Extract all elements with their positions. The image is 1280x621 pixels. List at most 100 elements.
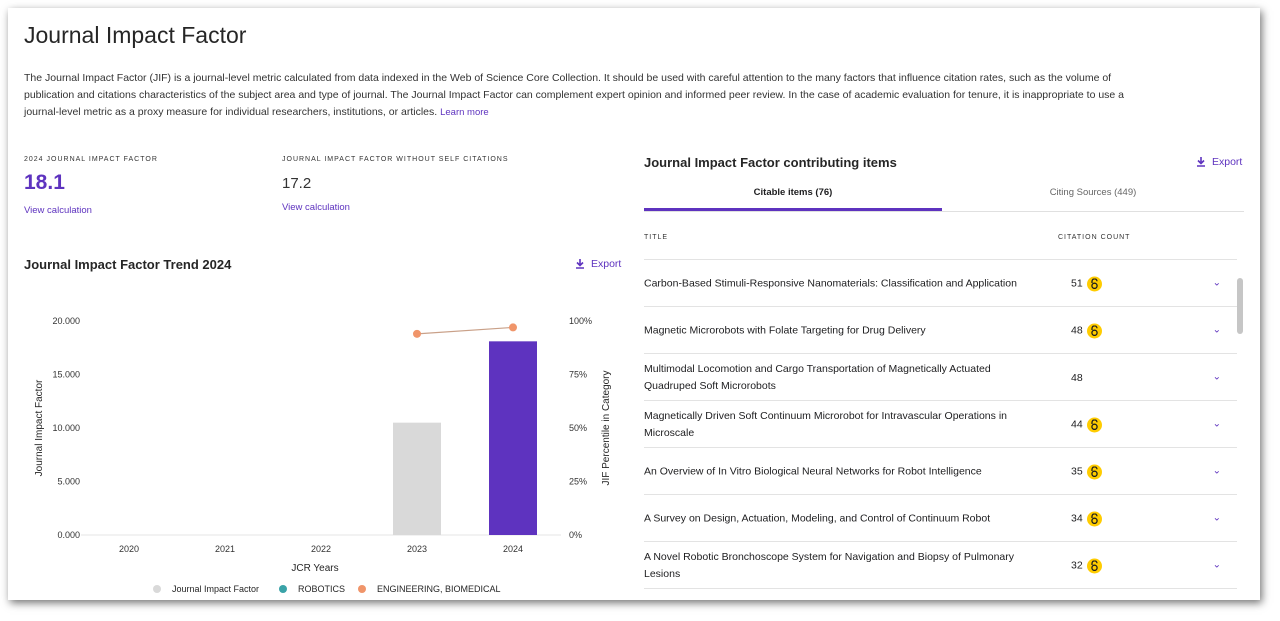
table-row[interactable]: Biohybrid Micro- and Nanorobots for Inte… [644,588,1237,600]
jif-noself-kpi: JOURNAL IMPACT FACTOR WITHOUT SELF CITAT… [282,156,509,213]
chevron-down-icon[interactable]: ⌄ [1212,417,1221,429]
legend-label: ROBOTICS [298,584,345,594]
y2-tick-label: 100% [569,316,592,326]
jif-noself-view-calculation-link[interactable]: View calculation [282,202,350,213]
y2-tick-label: 75% [569,370,587,380]
item-title[interactable]: A Survey on Design, Actuation, Modeling,… [644,512,991,524]
contrib-export-button[interactable]: Export [1196,156,1242,168]
item-title[interactable]: A Novel Robotic Bronchoscope System for … [644,550,1015,580]
y-tick-label: 10.000 [52,423,80,433]
jif-trend-chart: 20.000 15.000 10.000 5.000 0.000 100% 75% 50% 25… [34,316,612,594]
open-access-icon [1086,417,1102,432]
legend-swatch [153,585,161,593]
citation-count-value: 51 [1071,277,1083,290]
item-title[interactable]: Magnetically Driven Soft Continuum Micro… [644,409,1007,439]
y-tick-label: 0.000 [57,530,80,540]
x-tick-label: 2022 [311,544,331,554]
intro-text: The Journal Impact Factor (JIF) is a jou… [24,72,1125,118]
engineering-biomedical-point [509,323,517,332]
x-axis-label: JCR Years [291,563,338,574]
y2-tick-label: 25% [569,477,587,487]
x-tick-label: 2021 [215,544,235,554]
col-head-citation-count: CITATION COUNT [1058,234,1131,241]
jif-bar [489,341,537,535]
citation-count-value: 48 [1071,324,1083,337]
trend-export-label: Export [591,258,622,270]
x-tick-label: 2023 [407,544,427,554]
chevron-down-icon[interactable]: ⌄ [1212,370,1221,382]
jif-value: 18.1 [24,171,65,194]
page-title: Journal Impact Factor [24,22,247,48]
chevron-down-icon[interactable]: ⌄ [1212,323,1221,335]
legend-label: ENGINEERING, BIOMEDICAL [377,584,501,594]
table-row[interactable]: A Survey on Design, Actuation, Modeling,… [644,494,1237,542]
jif-noself-value: 17.2 [282,175,312,192]
legend-swatch [279,585,287,593]
x-tick-label: 2020 [119,544,139,554]
y-tick-label: 5.000 [57,477,80,487]
x-tick-label: 2024 [503,544,523,554]
table-row[interactable]: Magnetic Microrobots with Folate Targeti… [644,306,1237,354]
chevron-down-icon[interactable]: ⌄ [1212,276,1221,288]
journal-impact-factor-panel: Journal Impact Factor The Journal Impact… [8,8,1260,600]
table-row[interactable]: An Overview of In Vitro Biological Neura… [644,447,1237,495]
contrib-export-label: Export [1212,156,1243,168]
item-title[interactable]: An Overview of In Vitro Biological Neura… [644,465,982,477]
y2-tick-label: 50% [569,423,587,433]
contrib-tabs: Citable items (76) Citing Sources (449) [644,184,1244,212]
citation-count: 48 [1071,372,1083,384]
contrib-title: Journal Impact Factor contributing items [644,155,897,170]
learn-more-link[interactable]: Learn more [440,107,489,118]
item-title[interactable]: Carbon-Based Stimuli-Responsive Nanomate… [644,277,1017,289]
open-access-icon [1086,511,1102,526]
citation-count-value: 32 [1071,559,1083,572]
engineering-biomedical-point [413,329,421,338]
open-access-icon [1086,276,1102,291]
citation-count: 35 [1071,464,1102,479]
citation-count-value: 48 [1071,371,1083,384]
legend-swatch [358,585,366,593]
chevron-down-icon[interactable]: ⌄ [1212,464,1221,476]
intro-paragraph: The Journal Impact Factor (JIF) is a jou… [24,70,1134,121]
citation-count-value: 44 [1071,418,1083,431]
legend-label: Journal Impact Factor [172,584,259,594]
list-scrollbar[interactable] [1237,278,1243,334]
download-icon [1197,157,1205,167]
jif-view-calculation-link[interactable]: View calculation [24,205,92,216]
engineering-biomedical-line [416,326,514,335]
trend-title: Journal Impact Factor Trend 2024 [24,257,232,272]
y-tick-label: 20.000 [52,316,80,326]
table-row[interactable]: Carbon-Based Stimuli-Responsive Nanomate… [644,259,1237,307]
chevron-down-icon[interactable]: ⌄ [1212,558,1221,570]
jif-noself-label: JOURNAL IMPACT FACTOR WITHOUT SELF CITAT… [282,156,509,163]
jif-kpi: 2024 JOURNAL IMPACT FACTOR 18.1 View cal… [24,156,158,216]
chevron-down-icon[interactable]: ⌄ [1212,511,1221,523]
citation-count: 44 [1071,417,1102,432]
citation-count: 32 [1071,558,1102,573]
y-tick-label: 15.000 [52,370,80,380]
contrib-items-list: Carbon-Based Stimuli-Responsive Nanomate… [644,251,1237,600]
item-title[interactable]: Magnetic Microrobots with Folate Targeti… [644,324,926,336]
download-icon [576,259,584,269]
citation-count: 48 [1071,323,1102,338]
jif-bar [393,422,441,535]
citation-count-value: 34 [1071,512,1083,525]
tab-citing-sources[interactable]: Citing Sources (449) [1049,187,1137,198]
y2-axis-label: JIF Percentile in Category [601,370,612,485]
col-head-title: TITLE [644,234,669,241]
citation-count-value: 35 [1071,465,1083,478]
open-access-icon [1086,464,1102,479]
y-axis-label: Journal Impact Factor [34,379,45,476]
jif-label: 2024 JOURNAL IMPACT FACTOR [24,156,158,163]
trend-export-button[interactable]: Export [575,258,621,270]
table-row[interactable]: Magnetically Driven Soft Continuum Micro… [644,400,1237,448]
table-row[interactable]: A Novel Robotic Bronchoscope System for … [644,541,1237,589]
citation-count: 34 [1071,511,1102,526]
table-row[interactable]: Multimodal Locomotion and Cargo Transpor… [644,353,1237,401]
item-title[interactable]: Multimodal Locomotion and Cargo Transpor… [644,362,991,392]
open-access-icon [1086,323,1102,338]
citation-count: 51 [1071,276,1102,291]
y2-tick-label: 0% [569,530,582,540]
open-access-icon [1086,558,1102,573]
tab-citable-items[interactable]: Citable items (76) [644,184,942,211]
